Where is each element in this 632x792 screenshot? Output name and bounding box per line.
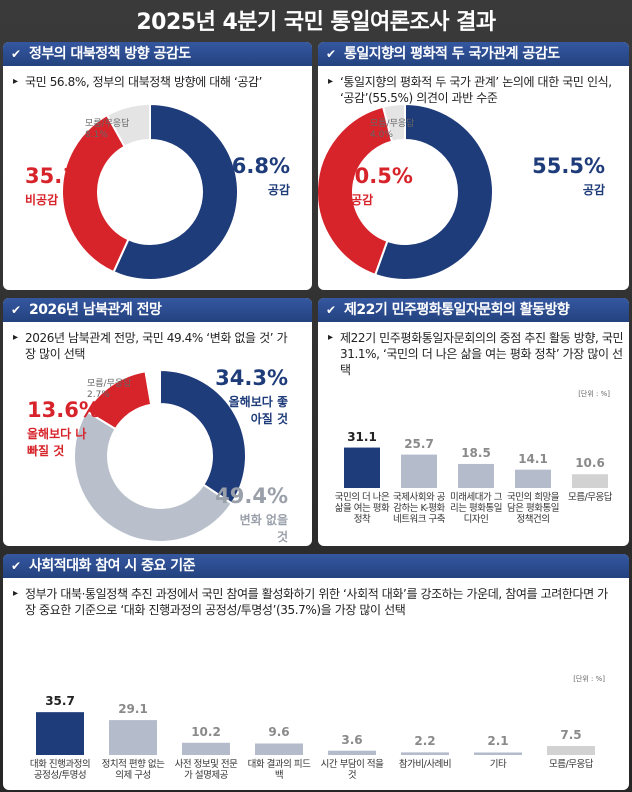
value-label: 31.1 — [347, 429, 377, 444]
value-label: 9.6 — [268, 725, 290, 740]
donut-slice — [105, 102, 151, 148]
panel-title: 정부의 대북정책 방향 공감도 — [3, 42, 312, 66]
value-label: 10.2 — [191, 724, 221, 739]
category-label: 국민의 희망을 담은 평화통일 정책건의 — [507, 492, 559, 525]
category-label: 공감 — [582, 183, 605, 197]
chart — [344, 447, 608, 488]
panel-title: 통일지향의 평화적 두 국가관계 공감도 — [318, 42, 629, 66]
panel: 제22기 민주평화통일자문회의 활동방향제22기 민주평화통일자문회의의 중점 … — [318, 298, 629, 546]
page-title: 2025년 4분기 국민 통일여론조사 결과 — [136, 10, 496, 35]
bar — [474, 752, 522, 755]
category-label: 국민의 더 나은 삶을 여는 평화 정착 — [334, 492, 390, 525]
panel-title: 제22기 민주평화통일자문회의 활동방향 — [318, 298, 629, 322]
category-label: 비공감 — [25, 193, 59, 207]
bar — [401, 752, 449, 755]
category-label: 사전 정보및 전문가 설명제공 — [174, 759, 238, 781]
bar — [401, 454, 437, 488]
panel: 사회적대화 참여 시 중요 기준정부가 대북·통일정책 추진 과정에서 국민 참… — [3, 554, 629, 790]
unit-label: [단위 : %] — [573, 675, 605, 683]
panel-note: 제22기 민주평화통일자문회의의 중점 추진 활동 방향, 국민 31.1%, … — [328, 330, 625, 378]
value-label: 3.6 — [341, 732, 363, 747]
category-label: 정치적 편향 없는 의제 구성 — [101, 759, 165, 781]
donut-slice — [61, 113, 130, 274]
chart — [318, 102, 494, 281]
bar — [255, 743, 303, 755]
category-label: 모름/무응답 — [85, 119, 130, 129]
panel-note: 2026년 남북관계 전망, 국민 49.4% ‘변화 없을 것’ 가장 많이 … — [13, 330, 295, 362]
category-label: 참가비/사례비 — [398, 759, 452, 770]
bar — [547, 746, 595, 755]
panel: 2026년 남북관계 전망 2026년 남북관계 전망, 국민 49.4% ‘변화… — [3, 298, 312, 546]
category-label: 공감 — [267, 183, 290, 197]
value-label: 35.1% — [25, 164, 98, 188]
panel-note: 국민 56.8%, 정부의 대북정책 방향에 대해 ‘공감’ — [13, 74, 305, 90]
bar — [109, 720, 157, 755]
value-label: 14.1 — [518, 451, 548, 466]
category-label: 대화 결과의 피드백 — [247, 759, 311, 781]
value-label: 56.8% — [217, 154, 290, 178]
value-label: 13.6% — [27, 398, 100, 422]
category-label: 미래세대가 그리는 평화통일 디자인 — [450, 492, 502, 525]
category-label: 모름/무응답 — [549, 759, 593, 770]
value-label: 34.3% — [215, 366, 288, 390]
value-label: 35.7 — [45, 694, 75, 709]
category-label: 모름/무응답 — [87, 379, 132, 389]
category-label: 기타 — [489, 759, 507, 770]
category-label: 변화 없을 것 — [239, 513, 288, 544]
panel-note: 정부가 대북·통일정책 추진 과정에서 국민 참여를 활성화하기 위한 ‘사회적… — [13, 586, 615, 618]
category-label: 모름/무응답 — [568, 492, 612, 503]
value-label: 29.1 — [118, 702, 148, 717]
donut-slice — [112, 102, 239, 281]
panel: 정부의 대북정책 방향 공감도국민 56.8%, 정부의 대북정책 방향에 대해… — [3, 42, 312, 290]
bar — [182, 742, 230, 755]
category-label: 모름/무응답 — [370, 119, 415, 129]
category-label: 올해보다 나빠질 것 — [27, 427, 87, 458]
value-label: 4.0% — [370, 130, 393, 140]
category-label: 시간 부담이 적을 것 — [320, 759, 384, 781]
value-label: 49.4% — [215, 484, 288, 508]
value-label: 2.1 — [487, 734, 509, 749]
donut-slice — [318, 105, 394, 277]
chart — [73, 368, 247, 544]
value-label: 55.5% — [532, 154, 605, 178]
category-label: 대화 진행과정의 공정성/투명성 — [29, 759, 91, 781]
bar — [344, 447, 380, 488]
bar — [515, 469, 551, 488]
value-label: 2.7% — [87, 390, 110, 400]
donut-slice — [159, 368, 247, 505]
chart — [36, 712, 595, 755]
category-label: 비공감 — [340, 193, 374, 207]
donut-slice — [144, 368, 161, 406]
panel-title: 사회적대화 참여 시 중요 기준 — [3, 554, 629, 578]
value-label: 7.5 — [560, 728, 582, 742]
category-label: 올해보다 좋아질 것 — [228, 395, 288, 426]
panel-title: 2026년 남북관계 전망 — [3, 298, 312, 322]
chart — [61, 102, 239, 281]
panel: 통일지향의 평화적 두 국가관계 공감도 ‘통일지향의 평화적 두 국가 관계’ … — [318, 42, 629, 290]
panel-note: ‘통일지향의 평화적 두 국가 관계’ 논의에 대한 국민 인식, ‘공감’(5… — [328, 74, 620, 106]
value-label: 2.2 — [414, 734, 436, 749]
category-label: 국제사회와 공감하는 K-평화네트워크 구축 — [393, 492, 445, 525]
value-label: 18.5 — [461, 445, 491, 460]
donut-slice — [373, 102, 494, 281]
bar — [36, 712, 84, 755]
bar — [572, 474, 608, 488]
value-label: 8.1% — [85, 130, 108, 140]
value-label: 10.6 — [575, 456, 605, 471]
bar — [328, 750, 376, 755]
value-label: 40.5% — [340, 164, 413, 188]
unit-label: [단위 : %] — [578, 390, 610, 398]
donut-slice — [73, 409, 234, 544]
bar — [458, 463, 494, 488]
value-label: 25.7 — [404, 436, 434, 451]
